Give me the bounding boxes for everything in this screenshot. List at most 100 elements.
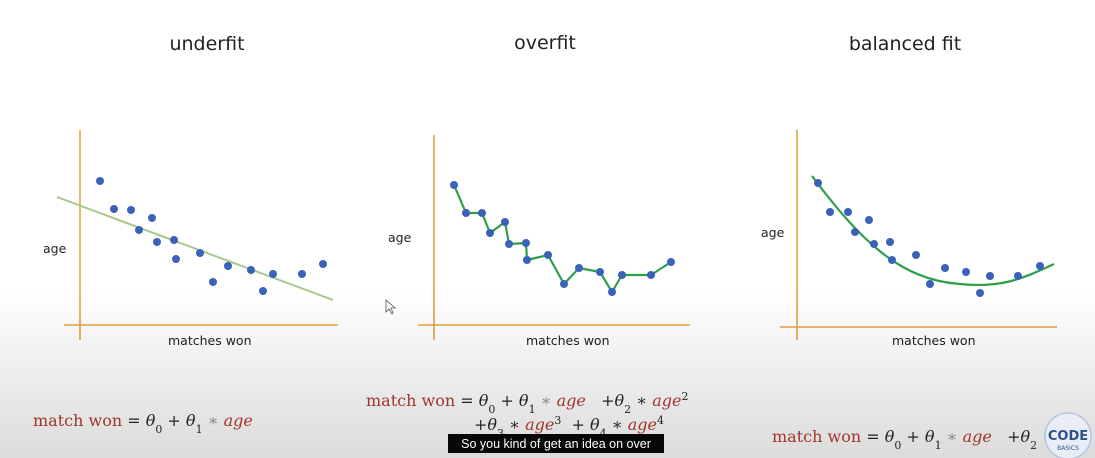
formula-term: θ [925, 427, 935, 446]
formula-term: age [557, 391, 586, 410]
point [888, 256, 896, 264]
y-axis-label: age [43, 241, 67, 256]
formula-subscript: 1 [935, 439, 942, 452]
point [523, 256, 531, 264]
point [269, 270, 277, 278]
formula-term: match won [366, 391, 455, 410]
point [462, 209, 470, 217]
formula-term: ∗ [607, 415, 628, 434]
formula-superscript: 4 [657, 414, 664, 427]
point [870, 240, 878, 248]
formula-term: age [224, 411, 253, 430]
logo-circle [1044, 412, 1092, 458]
point [172, 255, 180, 263]
point [912, 251, 920, 259]
point [450, 181, 458, 189]
formula: match won = θ0 + θ1 ∗ age [33, 411, 253, 436]
formula-subscript: 2 [1030, 439, 1037, 452]
panel-title: underfit [169, 33, 244, 55]
formula-term: + [162, 411, 186, 430]
point [148, 214, 156, 222]
point [501, 218, 509, 226]
point [941, 264, 949, 272]
point [135, 226, 143, 234]
point [298, 270, 306, 278]
point [505, 240, 513, 248]
formula-subscript: 0 [155, 423, 162, 436]
formula-term: match won [772, 427, 861, 446]
formula-term: age [652, 391, 681, 410]
formula: +θ3 ∗ age3 + θ4 ∗ age4 [474, 414, 664, 440]
formula-term: θ [885, 427, 895, 446]
formula-subscript: 0 [894, 439, 901, 452]
point [224, 262, 232, 270]
formula-term: = [455, 391, 479, 410]
formula-term: + [992, 427, 1021, 446]
point [851, 228, 859, 236]
formula-subscript: 3 [497, 427, 504, 440]
channel-logo[interactable]: CODE BASICS [1044, 412, 1092, 458]
point [209, 278, 217, 286]
point [110, 205, 118, 213]
formula-term: + [586, 391, 615, 410]
point [844, 208, 852, 216]
formula-term: θ [590, 415, 600, 434]
caption-box [448, 434, 664, 453]
formula-term: = [861, 427, 885, 446]
formula: match won = θ0 + θ1 ∗ age +θ2 ∗ [772, 427, 1053, 452]
point [865, 216, 873, 224]
logo-text: CODE [1048, 429, 1088, 444]
point [814, 179, 822, 187]
formula-subscript: 1 [529, 403, 536, 416]
point [478, 209, 486, 217]
point [319, 260, 327, 268]
formula-subscript: 0 [488, 403, 495, 416]
point [153, 238, 161, 246]
formula-term: age [628, 415, 657, 434]
formula-term: θ [615, 391, 625, 410]
point [247, 266, 255, 274]
formula-superscript: 3 [554, 414, 561, 427]
point [96, 177, 104, 185]
point [1014, 272, 1022, 280]
scatter-points [450, 181, 675, 296]
panel-title: balanced fit [849, 33, 961, 55]
formula-term: ∗ [942, 427, 963, 446]
formula-term: θ [146, 411, 156, 430]
point [522, 239, 530, 247]
point [647, 271, 655, 279]
point [962, 268, 970, 276]
formula-term: ∗ [203, 411, 224, 430]
point [196, 249, 204, 257]
point [486, 229, 494, 237]
fit-line [56, 196, 334, 301]
point [926, 280, 934, 288]
formula-term: = [122, 411, 146, 430]
formula-term: age [963, 427, 992, 446]
formula-term: ∗ [631, 391, 652, 410]
point [596, 268, 604, 276]
formula-term: ∗ [504, 415, 525, 434]
point [127, 206, 135, 214]
formula-term: + [495, 391, 519, 410]
point [560, 280, 568, 288]
point [575, 264, 583, 272]
formula-term: + [901, 427, 925, 446]
formula-subscript: 1 [196, 423, 203, 436]
point [826, 208, 834, 216]
point [886, 238, 894, 246]
formula-term: + [561, 415, 590, 434]
formula-term: θ [1021, 427, 1031, 446]
y-axis-label: age [761, 225, 785, 240]
formula-term: θ [479, 391, 489, 410]
y-axis-label: age [388, 230, 412, 245]
formula-term: age [525, 415, 554, 434]
caption: So you kind of get an idea on over [461, 437, 651, 451]
formula-subscript: 4 [600, 427, 607, 440]
formula-term: θ [186, 411, 196, 430]
formula-term: ∗ [536, 391, 557, 410]
video-shade [0, 290, 1095, 458]
point [618, 271, 626, 279]
formula: match won = θ0 + θ1 ∗ age +θ2 ∗ age2 [366, 390, 688, 416]
